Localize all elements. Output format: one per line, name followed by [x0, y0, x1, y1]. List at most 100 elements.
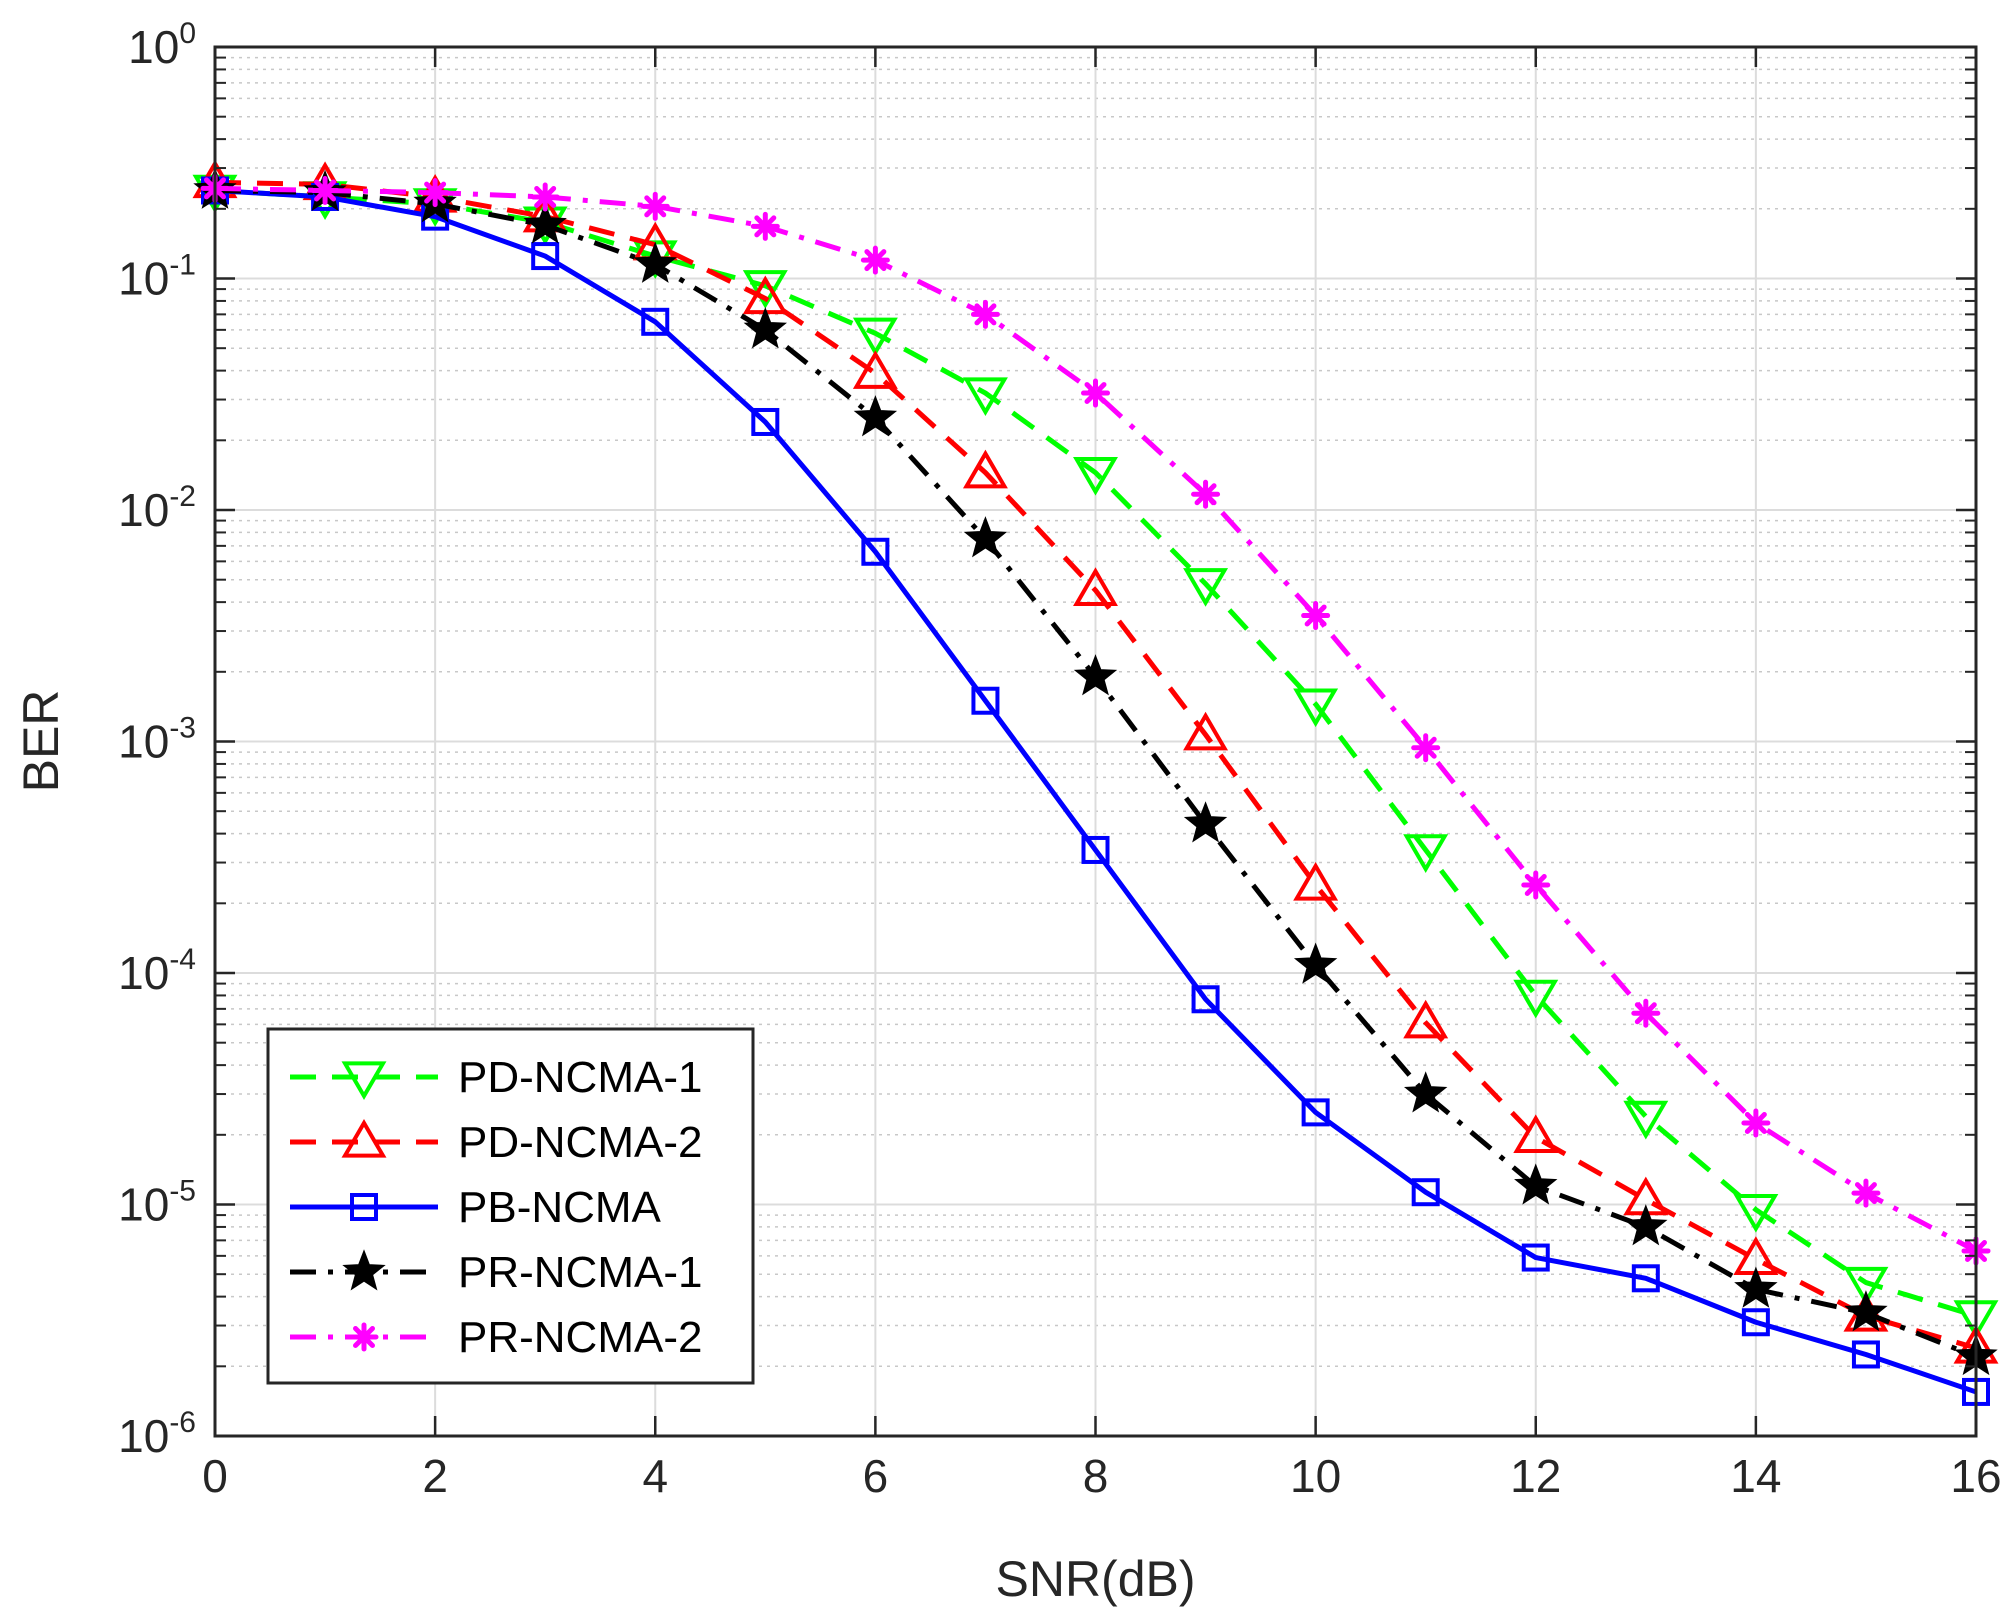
- series-line: [214, 185, 1978, 1254]
- asterisk-stroke: [1414, 736, 1437, 759]
- x-tick-label: 14: [1730, 1450, 1781, 1502]
- legend: PD-NCMA-1 PD-NCMA-2 PB-NCMA PR-NCMA-1 PR-NCM…: [266, 1027, 755, 1385]
- x-tick-label: 8: [1083, 1450, 1109, 1502]
- y-tick-label: 100: [128, 17, 196, 73]
- data-point-marker: [530, 182, 560, 212]
- data-point-marker: [1734, 1266, 1778, 1308]
- data-point-marker: [742, 270, 788, 309]
- data-point-marker: [1521, 870, 1551, 900]
- data-point-marker: [1073, 654, 1118, 696]
- x-tick-label: 6: [863, 1450, 889, 1502]
- data-point-marker: [963, 516, 1008, 558]
- data-point-marker: [1411, 1178, 1440, 1207]
- data-point-marker: [1293, 942, 1338, 984]
- legend-label: PR-NCMA-2: [458, 1313, 702, 1362]
- data-point-marker: [1851, 1340, 1880, 1369]
- data-point-marker: [861, 537, 890, 566]
- data-point-marker: [853, 395, 898, 437]
- data-point-marker: [349, 1322, 379, 1352]
- x-axis-title: SNR(dB): [995, 1551, 1195, 1607]
- data-point-marker: [1073, 567, 1118, 606]
- data-point-marker: [971, 686, 1000, 715]
- asterisk-stroke: [1744, 1111, 1767, 1134]
- y-tick-label: 10-4: [118, 943, 196, 999]
- asterisk-stroke: [1634, 1002, 1657, 1025]
- y-tick-label: 10-2: [118, 480, 196, 536]
- y-tick-label: 10-3: [118, 712, 196, 768]
- data-point-marker: [1844, 1290, 1888, 1332]
- data-point-marker: [310, 175, 340, 205]
- asterisk-stroke: [1084, 382, 1107, 405]
- data-point-marker: [341, 1119, 387, 1158]
- asterisk-stroke: [974, 303, 997, 326]
- data-point-marker: [1513, 979, 1559, 1019]
- x-tick-label: 2: [422, 1450, 448, 1502]
- data-point-marker: [523, 202, 567, 244]
- asterisk-stroke: [534, 185, 557, 208]
- data-point-marker: [852, 317, 898, 357]
- asterisk-stroke: [1524, 873, 1547, 896]
- legend-label: PB-NCMA: [458, 1183, 662, 1232]
- data-point-marker: [750, 211, 780, 241]
- data-point-marker: [962, 449, 1008, 489]
- data-point-marker: [1183, 801, 1228, 843]
- x-tick-label: 4: [642, 1450, 668, 1502]
- data-point-marker: [342, 1249, 386, 1291]
- legend-entry: PD-NCMA-1: [290, 1053, 702, 1102]
- legend-label: PR-NCMA-1: [458, 1248, 702, 1297]
- data-point-marker: [633, 241, 677, 283]
- data-point-marker: [1733, 1193, 1779, 1233]
- data-point-marker: [970, 299, 1000, 329]
- x-tick-label: 12: [1510, 1450, 1561, 1502]
- legend-label: PD-NCMA-1: [458, 1053, 702, 1102]
- data-point-marker: [1191, 479, 1221, 509]
- data-point-marker: [1631, 1264, 1660, 1293]
- data-point-marker: [1301, 601, 1331, 631]
- data-point-marker: [1631, 998, 1661, 1028]
- data-point-marker: [1741, 1308, 1770, 1337]
- series-line: [214, 187, 1977, 1395]
- data-point-marker: [1851, 1178, 1881, 1208]
- data-point-marker: [1293, 862, 1339, 901]
- data-point-marker: [420, 178, 450, 208]
- data-point-marker: [641, 307, 670, 336]
- data-point-marker: [1624, 1204, 1668, 1246]
- asterisk-stroke: [644, 195, 667, 218]
- data-point-marker: [1513, 1114, 1559, 1154]
- asterisk-stroke: [353, 1326, 375, 1348]
- data-point-marker: [860, 245, 890, 275]
- data-point-marker: [1081, 835, 1110, 864]
- y-tick-label: 10-5: [118, 1175, 196, 1231]
- legend-entry: PB-NCMA: [290, 1183, 662, 1232]
- data-point-marker: [743, 307, 788, 349]
- x-tick-label: 0: [202, 1450, 228, 1502]
- axis-ticks: [213, 45, 1978, 1438]
- data-point-marker: [1183, 711, 1229, 751]
- asterisk-stroke: [314, 179, 337, 202]
- asterisk-stroke: [1194, 483, 1217, 506]
- data-point-marker: [350, 1193, 378, 1221]
- series-line: [214, 179, 1977, 1351]
- data-point-marker: [1073, 456, 1118, 496]
- data-point-marker: [1191, 985, 1220, 1014]
- data-point-marker: [1521, 1243, 1550, 1272]
- data-point-marker: [1514, 1163, 1558, 1205]
- data-point-marker: [640, 191, 670, 221]
- data-point-marker: [962, 377, 1008, 417]
- legend-entry: PR-NCMA-1: [290, 1248, 702, 1297]
- data-point-marker: [1403, 834, 1449, 873]
- data-point-marker: [751, 407, 780, 436]
- data-point-marker: [1843, 1266, 1889, 1306]
- y-tick-label: 10-6: [118, 1406, 196, 1462]
- x-tick-label: 10: [1290, 1450, 1341, 1502]
- data-point-marker: [1301, 1098, 1330, 1127]
- legend-entry: PR-NCMA-2: [290, 1313, 702, 1362]
- legend-label: PD-NCMA-2: [458, 1118, 702, 1167]
- data-point-marker: [1411, 733, 1441, 763]
- data-point-marker: [852, 350, 898, 389]
- data-point-marker: [1741, 1108, 1771, 1138]
- data-point-marker: [1403, 999, 1449, 1039]
- data-point-marker: [1403, 1071, 1448, 1113]
- legend-entry: PD-NCMA-2: [290, 1118, 702, 1167]
